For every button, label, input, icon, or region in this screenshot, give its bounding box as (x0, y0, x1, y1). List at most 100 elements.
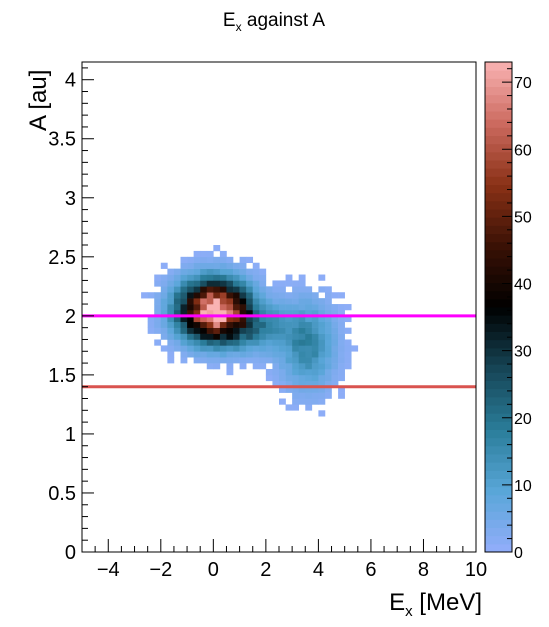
heatmap-cell (220, 263, 227, 269)
heatmap-cell (318, 334, 325, 340)
heatmap-cell (161, 334, 168, 340)
heatmap-cell (332, 369, 339, 375)
heatmap-cell (332, 339, 339, 345)
heatmap-cell (325, 322, 332, 328)
heatmap-cell (299, 292, 306, 298)
heatmap-cell (325, 357, 332, 363)
heatmap-cell (305, 292, 312, 298)
heatmap-cell (266, 351, 273, 357)
heatmap-cell (266, 334, 273, 340)
heatmap-cell (253, 351, 260, 357)
heatmap-cell (154, 339, 161, 345)
heatmap-cell (312, 292, 319, 298)
heatmap-cell (233, 351, 240, 357)
heatmap-cell (233, 322, 240, 328)
heatmap-cell (246, 357, 253, 363)
x-tick-label: −2 (149, 559, 172, 581)
heatmap-cell (207, 363, 214, 369)
heatmap-cell (207, 298, 214, 304)
heatmap-cell (318, 322, 325, 328)
heatmap-cell (174, 334, 181, 340)
heatmap-cell (312, 345, 319, 351)
heatmap-cell (305, 334, 312, 340)
heatmap-cell (226, 322, 233, 328)
heatmap-cell (338, 339, 345, 345)
heatmap-cell (299, 339, 306, 345)
heatmap-cell (167, 357, 174, 363)
heatmap-cell (246, 280, 253, 286)
heatmap-cell (259, 269, 266, 275)
heatmap-cell (292, 363, 299, 369)
heatmap-cell (305, 339, 312, 345)
heatmap-cell (345, 339, 352, 345)
heatmap-cell (194, 251, 201, 257)
heatmap-cell (200, 292, 207, 298)
heatmap-cell (272, 369, 279, 375)
heatmap-cell (292, 286, 299, 292)
heatmap-cell (240, 292, 247, 298)
heatmap-cell (194, 298, 201, 304)
heatmap-cell (174, 286, 181, 292)
heatmap-cell (253, 357, 260, 363)
heatmap-cell (181, 286, 188, 292)
colorbar-segment (485, 217, 512, 226)
heatmap-cell (318, 351, 325, 357)
heatmap-cell (279, 328, 286, 334)
heatmap-cell (207, 275, 214, 281)
heatmap-cell (279, 286, 286, 292)
heatmap-cell (286, 280, 293, 286)
colorbar-segment (485, 111, 512, 120)
heatmap-cell (338, 357, 345, 363)
heatmap-cell (272, 351, 279, 357)
heatmap-cell (187, 339, 194, 345)
heatmap-cell (161, 263, 168, 269)
heatmap-cell (332, 375, 339, 381)
heatmap-cell (253, 339, 260, 345)
heatmap-cell (226, 363, 233, 369)
heatmap-cell (286, 298, 293, 304)
heatmap-cell (272, 334, 279, 340)
heatmap-cell (305, 351, 312, 357)
heatmap-cell (325, 375, 332, 381)
colorbar-tick-label: 70 (514, 75, 532, 92)
heatmap-cell (226, 345, 233, 351)
heatmap-cell (325, 328, 332, 334)
heatmap-cell (286, 292, 293, 298)
heatmap-cell (259, 298, 266, 304)
heatmap-cell (200, 339, 207, 345)
heatmap-cell (240, 286, 247, 292)
heatmap-cell (272, 304, 279, 310)
heatmap-cell (181, 339, 188, 345)
heatmap-cell (226, 286, 233, 292)
heatmap-cell (233, 292, 240, 298)
heatmap-cell (292, 328, 299, 334)
heatmap-cell (292, 351, 299, 357)
heatmap-cell (174, 298, 181, 304)
heatmap-cell (194, 334, 201, 340)
colorbar-segment (485, 78, 512, 87)
heatmap-cell (279, 375, 286, 381)
heatmap-cell (246, 286, 253, 292)
heatmap-cell (332, 328, 339, 334)
heatmap-cell (299, 375, 306, 381)
heatmap-cell (200, 304, 207, 310)
heatmap-cell (292, 345, 299, 351)
heatmap-cell (259, 286, 266, 292)
heatmap-cell (181, 269, 188, 275)
y-tick-label: 0 (65, 542, 76, 564)
heatmap-cell (154, 275, 161, 281)
colorbar-segment (485, 323, 512, 332)
heatmap-cell (187, 275, 194, 281)
colorbar-segment (485, 87, 512, 96)
heatmap-cell (259, 322, 266, 328)
heatmap-cell (207, 251, 214, 257)
heatmap-cell (213, 345, 220, 351)
heatmap-cell (161, 286, 168, 292)
heatmap-cell (213, 322, 220, 328)
heatmap-cell (161, 280, 168, 286)
heatmap-cell (226, 357, 233, 363)
heatmap-cell (305, 345, 312, 351)
heatmap-cell (292, 404, 299, 410)
colorbar-segment (485, 299, 512, 308)
